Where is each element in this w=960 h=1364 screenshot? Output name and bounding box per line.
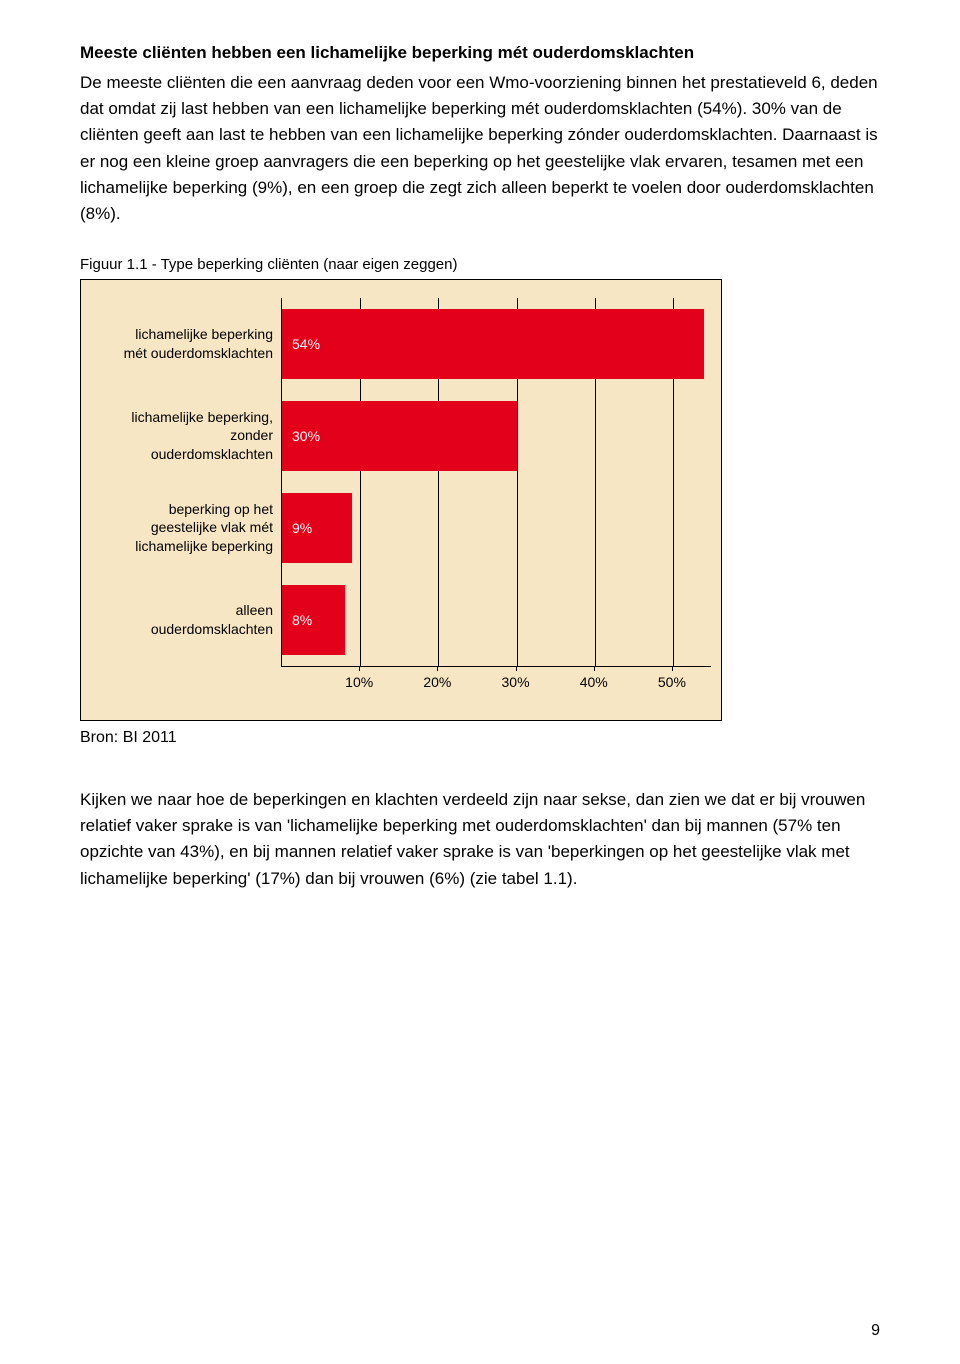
source-line: Bron: BI 2011 [80,729,880,747]
chart-x-axis: 10% 20% 30% 40% 50% [281,666,711,704]
chart-bar-value: 54% [282,336,320,352]
section-heading: Meeste cliënten hebben een lichamelijke … [80,40,880,66]
chart-category-label: alleenouderdomsklachten [101,601,281,637]
chart-x-tick-label: 20% [423,674,451,690]
chart-category-label: lichamelijke beperking,zonderouderdomskl… [101,408,281,463]
chart-bar-value: 8% [282,612,312,628]
chart-x-tick-label: 10% [345,674,373,690]
paragraph-1: De meeste cliënten die een aanvraag dede… [80,70,880,228]
chart-bar: 54% [282,309,704,379]
chart-row: lichamelijke beperking,zonderouderdomskl… [101,390,711,482]
chart-row: beperking op hetgeestelijke vlak métlich… [101,482,711,574]
bar-chart: lichamelijke beperkingmét ouderdomsklach… [80,279,722,721]
chart-category-label: lichamelijke beperkingmét ouderdomsklach… [101,325,281,361]
chart-plot-cell: 54% [281,298,711,390]
chart-bar: 9% [282,493,352,563]
paragraph-2: Kijken we naar hoe de beperkingen en kla… [80,787,880,892]
chart-bar-value: 9% [282,520,312,536]
chart-x-tick-label: 50% [658,674,686,690]
chart-row: alleenouderdomsklachten8% [101,574,711,666]
chart-bar-value: 30% [282,428,320,444]
chart-bar: 8% [282,585,345,655]
chart-plot-cell: 9% [281,482,711,574]
chart-plot-cell: 30% [281,390,711,482]
chart-bar: 30% [282,401,517,471]
chart-x-tick-label: 40% [580,674,608,690]
page-number: 9 [871,1322,880,1340]
figure-title: Figuur 1.1 - Type beperking cliënten (na… [80,256,880,273]
chart-x-tick-label: 30% [502,674,530,690]
chart-plot-cell: 8% [281,574,711,666]
chart-row: lichamelijke beperkingmét ouderdomsklach… [101,298,711,390]
chart-category-label: beperking op hetgeestelijke vlak métlich… [101,500,281,555]
